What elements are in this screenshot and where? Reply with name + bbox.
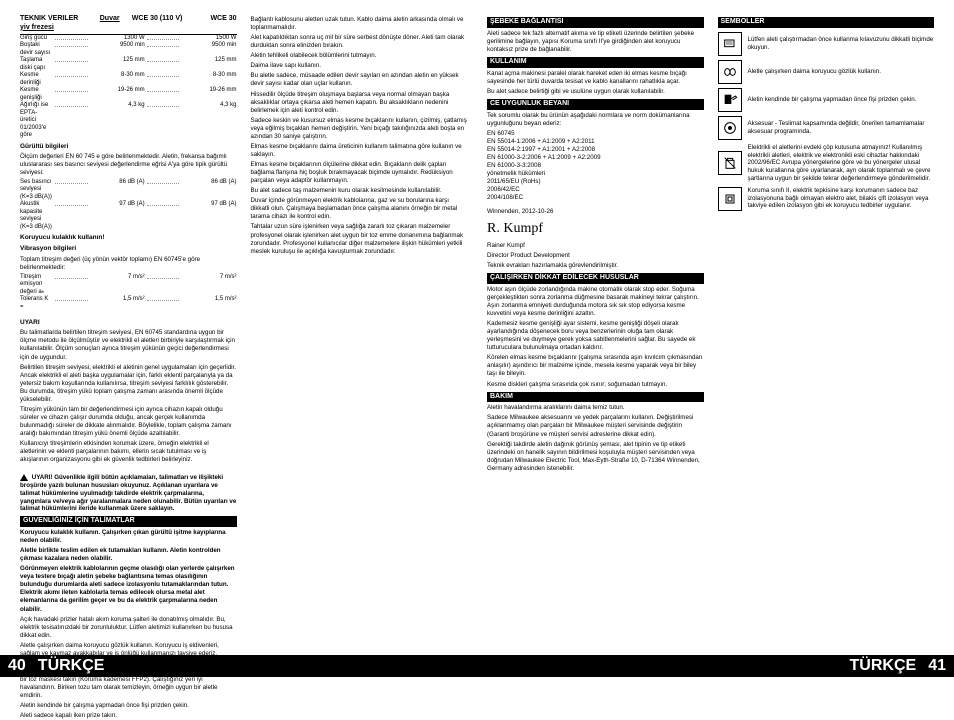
warning-box: UYARI! Güvenlikle ilgili bütün açıklamal…: [20, 474, 237, 513]
symbol-text: Aletle çalışırken daima koruyucu gözlük …: [748, 68, 935, 76]
ce-heading: CE UYGUNLUK BEYANI: [487, 99, 704, 110]
cal-p2: Kademesiz kesme genişliği ayar sistemi, …: [487, 320, 704, 352]
mid-p8: Elmas kesme bıçaklarını daima üreticinin…: [251, 143, 468, 159]
ear-protection: Koruyucu kulaklık kullanın!: [20, 234, 237, 242]
safety-p3: Görünmeyen elektrik kablolarının geçme o…: [20, 565, 237, 613]
mid-p5: Bu aletle sadece, müsaade edilen devir s…: [251, 72, 468, 88]
symbol-text: Elektrikli el aletlerini evdeki çöp kutu…: [748, 144, 935, 183]
tech-header: TEKNIK VERILER Duvar yiv frezesi WCE 30 …: [20, 14, 237, 35]
mid-p1: Bağlantı kablosunu aletten uzak tutun. K…: [251, 16, 468, 32]
uyari-p2: Belirtilen titreşim seviyesi, elektrikli…: [20, 364, 237, 404]
symbol-text: Aksesuar - Teslimat kapsamında değildir,…: [748, 120, 935, 136]
symbol-icon: [718, 151, 742, 175]
mid-p12: Tahtalar uzun süre işlenirken veya sağlı…: [251, 223, 468, 255]
uyari-p1: Bu talimatlarda belirtilen titreşim sevi…: [20, 329, 237, 361]
warning-icon: [20, 474, 28, 481]
symbol-icon: [718, 32, 742, 56]
mid-p11: Duvar içinde görünmeyen elektrik kablola…: [251, 197, 468, 221]
spec-row: Giriş gücü1300 W1500 W: [20, 35, 237, 43]
symbol-text: Lütfen aleti çalıştırmadan önce kullanma…: [748, 36, 935, 52]
symbol-icon: [718, 116, 742, 140]
safety-p7: Aletin kendinde bir çalışma yapmadan önc…: [20, 702, 237, 710]
symbol-text: Aletin kendinde bir çalışma yapmadan önc…: [748, 96, 935, 104]
mid-p2: Alet kapatıldıktan sonra uç mil bir süre…: [251, 34, 468, 50]
connection-heading: ŞEBEKE BAĞLANTISI: [487, 17, 704, 28]
bak-p3: Gerektiği takdirde aletin dağınık görünü…: [487, 441, 704, 473]
symbol-icon: [718, 187, 742, 211]
spec-row: Tolerans K =1,5 m/s²1,5 m/s²: [20, 296, 237, 311]
symbol-row: Lütfen aleti çalıştırmadan önce kullanma…: [718, 32, 935, 56]
spec-row: Taşlama diski çapı125 mm125 mm: [20, 57, 237, 72]
page-lang-left: TÜRKÇE: [34, 656, 109, 676]
page-num-right: 41: [920, 656, 954, 676]
spec-row: Titreşim emisyon değeri aₕ7 m/s²7 m/s²: [20, 274, 237, 297]
connection-p: Aleti sadece tek fazlı alternatif akıma …: [487, 30, 704, 54]
symbol-icon: [718, 88, 742, 112]
usage-heading: KULLANIM: [487, 57, 704, 68]
ce-name: Rainer Kumpf: [487, 242, 704, 250]
spec-row: Ağırlığı ise EPTA-üretici 01/2003'e göre…: [20, 102, 237, 140]
uyari-heading: UYARI: [20, 319, 237, 327]
usage-p2: Bu alet sadece belirtiği gibi ve usulüne…: [487, 88, 704, 96]
vib-title: Vibrasyon bilgileri: [20, 245, 237, 253]
noise-desc: Ölçüm değerleri EN 60 745 e göre belirle…: [20, 153, 237, 177]
bak-p2: Sadece Milwaukee aksesuarını ve yedek pa…: [487, 414, 704, 438]
usage-p1: Kanal açma makinesi paralel olarak harek…: [487, 70, 704, 86]
mid-p4: Daima ilave sapı kullanın.: [251, 62, 468, 70]
cal-p1: Motor aşırı ölçüde zorlandığında makine …: [487, 286, 704, 318]
ce-p2: Teknik evrakları hazırlamakla görevlendi…: [487, 262, 704, 270]
safety-p4: Açık havadaki prizler hatalı akım koruma…: [20, 616, 237, 640]
symbol-icon: [718, 60, 742, 84]
mid-p3: Aletin tehlikeli olabilecek bölümlerini …: [251, 52, 468, 60]
mid-p10: Bu alet sadece taş malzemenin kuru olara…: [251, 187, 468, 195]
ce-p1: Tek sorumlu olarak bu ürünün aşağıdaki n…: [487, 112, 704, 128]
uyari-p3: Titreşim yükünün tam bir değerlendirmesi…: [20, 406, 237, 438]
safety-p1: Koruyucu kulaklık kullanın. Çalışırken ç…: [20, 529, 237, 545]
safety-heading: GÜVENLİĞİNİZ İÇİN TALİMATLAR: [20, 516, 237, 527]
vib-desc: Toplam titreşim değeri (üç yönün vektör …: [20, 256, 237, 272]
spec-row: Boştaki devir sayısı9500 min9500 min: [20, 42, 237, 57]
spec-row: Kesme genişliği19-26 mm19-26 mm: [20, 87, 237, 102]
page-lang-right: TÜRKÇE: [846, 656, 921, 676]
bak-p1: Aletin havalandırma aralıklarını daima t…: [487, 404, 704, 412]
cal-p3: Körelen elmas kesme bıçaklarını (çalışma…: [487, 354, 704, 378]
maintenance-heading: BAKIM: [487, 392, 704, 403]
safety-p2: Aletle birlikte teslim edilen ek tutamak…: [20, 547, 237, 563]
mid-p6: Hissedilir ölçüde titreşim oluşmaya başl…: [251, 91, 468, 115]
symbol-row: Aletin kendinde bir çalışma yapmadan önc…: [718, 88, 935, 112]
symbol-text: Koruma sınıfı II, elektrik tepkisine kar…: [748, 187, 935, 210]
ce-role: Director Product Development: [487, 252, 704, 260]
spec-row: Kesme derinliği8-30 mm8-30 mm: [20, 72, 237, 87]
cal-p4: Kesme diskleri çalışma sırasında çok ısı…: [487, 381, 704, 389]
page-footer: 40TÜRKÇE TÜRKÇE41: [0, 645, 954, 677]
symbol-row: Koruma sınıfı II, elektrik tepkisine kar…: [718, 187, 935, 211]
mid-p9: Elmas kesme bıçaklarının ölçülerine dikk…: [251, 161, 468, 185]
safety-p8: Aleti sadece kapalı iken prize takın.: [20, 712, 237, 720]
page-num-left: 40: [0, 656, 34, 676]
symbols-heading: SEMBOLLER: [718, 17, 935, 28]
working-heading: ÇALIŞIRKEN DİKKAT EDİLECEK HUSUSLAR: [487, 273, 704, 284]
symbol-row: Aletle çalışırken daima koruyucu gözlük …: [718, 60, 935, 84]
spec-row: Ses basıncı seviyesi (K=3 dB(A))86 dB (A…: [20, 179, 237, 202]
spec-row: Akustik kapasite seviyesi (K=3 dB(A))97 …: [20, 201, 237, 231]
ce-norms: EN 60745 EN 55014-1:2006 + A1:2009 + A2:…: [487, 130, 704, 203]
symbol-row: Elektrikli el aletlerini evdeki çöp kutu…: [718, 144, 935, 183]
signature: R. Kumpf: [487, 220, 704, 238]
mid-p7: Sadece keskin ve kusursuz elmas kesme bı…: [251, 117, 468, 141]
uyari-p4: Kullanıcıyı titreşimlerin etkisinden kor…: [20, 440, 237, 464]
noise-title: Gürültü bilgileri: [20, 143, 237, 151]
ce-loc: Winnenden, 2012-10-26: [487, 208, 704, 216]
symbol-row: Aksesuar - Teslimat kapsamında değildir,…: [718, 116, 935, 140]
